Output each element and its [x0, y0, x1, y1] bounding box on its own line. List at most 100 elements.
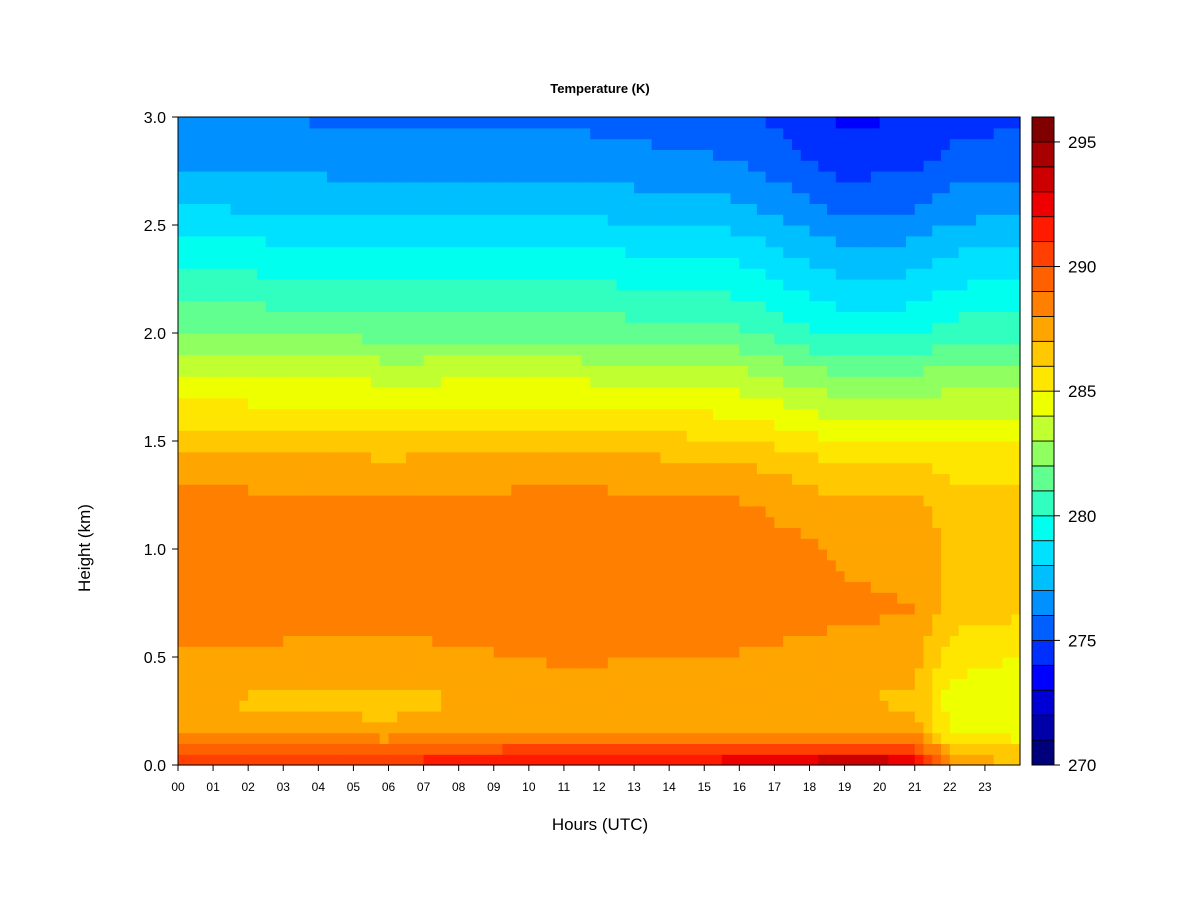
heatmap-cell [221, 516, 232, 528]
heatmap-cell [528, 171, 539, 183]
heatmap-cell [783, 365, 793, 377]
heatmap-cell [213, 646, 223, 658]
heatmap-cell [537, 711, 547, 723]
heatmap-cell [616, 311, 626, 323]
heatmap-cell [800, 192, 811, 204]
heatmap-cell [888, 246, 898, 258]
heatmap-cell [765, 484, 776, 496]
heatmap-cell [370, 138, 381, 150]
heatmap-cell [309, 408, 319, 420]
heatmap-cell [353, 127, 363, 140]
heatmap-cell [642, 538, 653, 550]
heatmap-cell [870, 711, 881, 723]
heatmap-cell [186, 376, 197, 388]
heatmap-cell [765, 171, 776, 183]
heatmap-cell [528, 678, 539, 690]
heatmap-cell [335, 495, 346, 507]
heatmap-cell [844, 657, 854, 669]
heatmap-cell [809, 117, 819, 129]
heatmap-cell [318, 473, 328, 485]
heatmap-cell [660, 549, 670, 561]
heatmap-cell [765, 235, 776, 248]
heatmap-cell [502, 279, 512, 291]
heatmap-cell [739, 171, 749, 183]
heatmap-cell [248, 700, 258, 712]
heatmap-cell [791, 689, 802, 701]
heatmap-cell [879, 354, 890, 366]
heatmap-cell [335, 387, 346, 399]
heatmap-cell [388, 624, 398, 636]
heatmap-cell [432, 279, 442, 291]
heatmap-cell [239, 451, 249, 464]
heatmap-cell [353, 592, 363, 604]
heatmap-cell [309, 333, 319, 345]
heatmap-cell [528, 441, 539, 453]
heatmap-cell [256, 300, 267, 312]
heatmap-cell [379, 603, 390, 615]
heatmap-cell [563, 657, 574, 669]
heatmap-cell [186, 441, 197, 453]
heatmap-cell [335, 268, 346, 280]
heatmap-cell [818, 484, 828, 496]
heatmap-cell [318, 300, 328, 312]
heatmap-cell [528, 732, 539, 744]
heatmap-cell [756, 214, 767, 226]
heatmap-cell [230, 678, 240, 690]
heatmap-cell [213, 257, 223, 269]
heatmap-cell [827, 138, 837, 150]
heatmap-cell [800, 289, 811, 302]
heatmap-cell [756, 246, 767, 258]
heatmap-cell [721, 581, 732, 593]
heatmap-cell [283, 743, 293, 755]
heatmap-cell [546, 570, 556, 582]
heatmap-cell [818, 138, 828, 150]
heatmap-cell [897, 462, 907, 474]
heatmap-cell [713, 700, 723, 712]
heatmap-cell [756, 235, 767, 248]
heatmap-cell [186, 592, 197, 604]
heatmap-cell [449, 689, 460, 701]
heatmap-cell [353, 225, 363, 237]
heatmap-cell [607, 689, 618, 701]
heatmap-cell [572, 257, 583, 269]
heatmap-cell [186, 754, 197, 766]
heatmap-cell [660, 289, 670, 302]
heatmap-cell [827, 527, 837, 539]
heatmap-cell [879, 667, 890, 680]
heatmap-cell [835, 138, 846, 150]
heatmap-cell [353, 333, 363, 345]
heatmap-cell [458, 646, 469, 658]
heatmap-cell [502, 365, 512, 377]
heatmap-cell [520, 441, 530, 453]
heatmap-cell [300, 354, 311, 366]
heatmap-cell [309, 441, 319, 453]
heatmap-cell [458, 484, 469, 496]
heatmap-cell [274, 214, 284, 226]
heatmap-cell [827, 451, 837, 464]
heatmap-cell [730, 613, 740, 626]
heatmap-cell [520, 430, 530, 442]
heatmap-cell [651, 743, 661, 755]
heatmap-cell [423, 721, 433, 734]
heatmap-cell [195, 538, 205, 550]
heatmap-cell [634, 268, 644, 280]
heatmap-cell [809, 203, 819, 215]
heatmap-cell [607, 516, 618, 528]
heatmap-cell [783, 387, 793, 399]
heatmap-cell [493, 192, 504, 204]
heatmap-cell [256, 235, 267, 248]
heatmap-cell [186, 127, 197, 140]
heatmap-cell [484, 333, 495, 345]
heatmap-cell [642, 473, 653, 485]
heatmap-cell [248, 138, 258, 150]
heatmap-cell [748, 149, 758, 161]
heatmap-cell [458, 624, 469, 636]
heatmap-cell [844, 376, 854, 388]
heatmap-cell [791, 657, 802, 669]
heatmap-cell [870, 171, 881, 183]
heatmap-cell [870, 624, 881, 636]
heatmap-cell [414, 149, 425, 161]
heatmap-cell [546, 451, 556, 464]
heatmap-cell [353, 549, 363, 561]
heatmap-cell [800, 279, 811, 291]
